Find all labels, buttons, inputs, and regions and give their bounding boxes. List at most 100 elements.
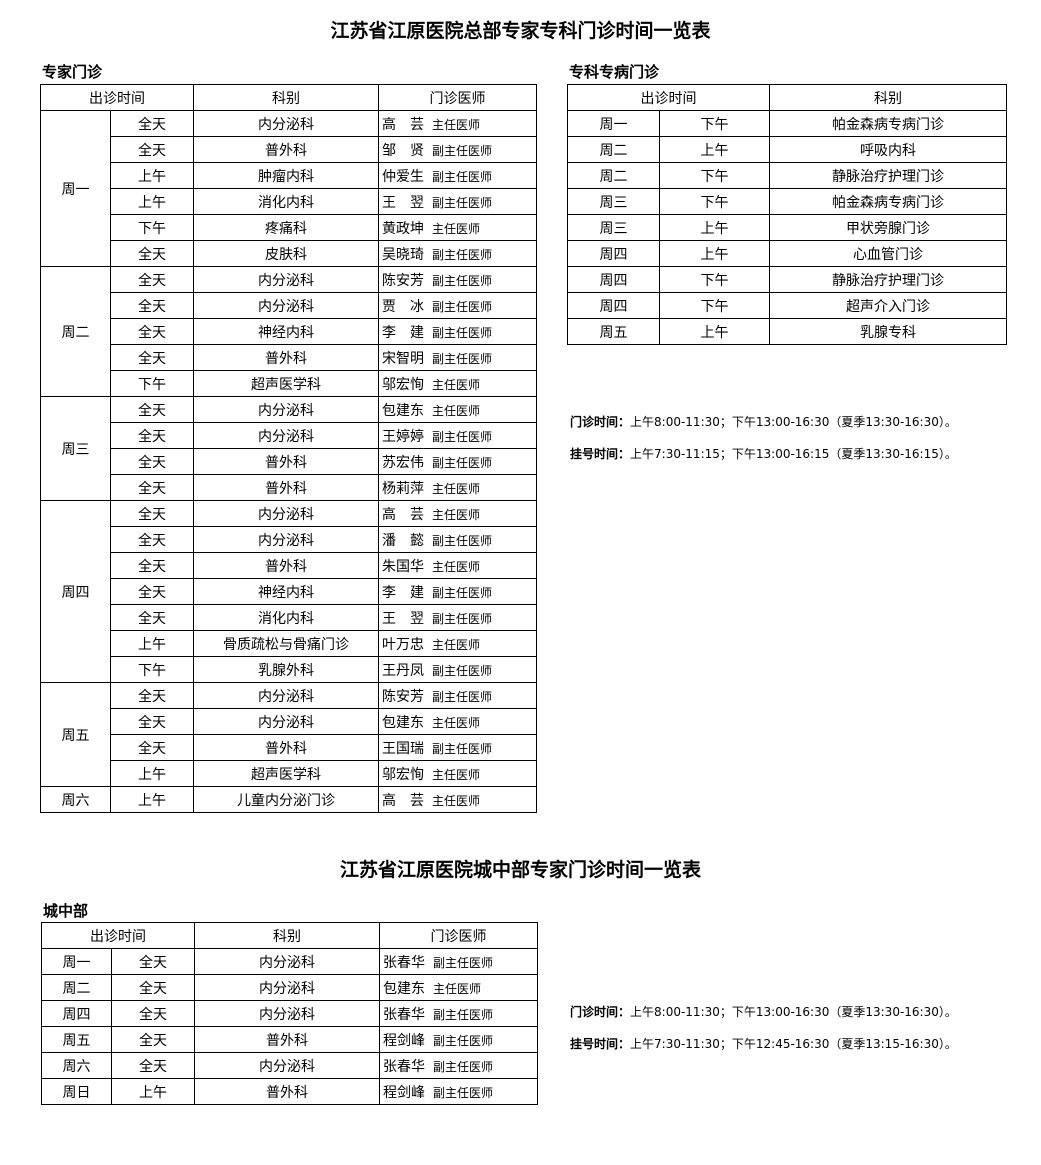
doctor-title: 副主任医师	[433, 955, 494, 970]
day-cell: 周二	[40, 266, 111, 397]
table-row: 周一 全天 内分泌科高 芸主任医师	[40, 110, 537, 267]
session-cell: 下午	[659, 266, 770, 293]
department-cell: 消化内科	[193, 604, 379, 631]
doctor-title: 副主任医师	[432, 325, 493, 340]
day-cell: 周四	[567, 292, 660, 319]
table-row: 下午 超声医学科 邬宏恂 主任医师	[41, 370, 537, 397]
header-department: 科别	[194, 922, 380, 949]
doctor-cell: 张春华 副主任医师	[379, 1000, 538, 1027]
day-cell: 周六	[40, 786, 111, 813]
doctor-name: 叶万忠	[382, 636, 424, 653]
doctor-cell: 李 建副主任医师	[378, 318, 537, 345]
department-cell: 儿童内分泌门诊	[193, 786, 379, 813]
doctor-cell: 潘 懿副主任医师	[378, 526, 537, 553]
header-time: 出诊时间	[40, 84, 194, 111]
day-cell: 周一	[40, 110, 111, 267]
table-row: 上午 消化内科王 翌副主任医师	[41, 188, 537, 215]
department-cell: 内分泌科	[193, 292, 379, 319]
doctor-cell: 高 芸主任医师	[378, 500, 537, 527]
day-cell: 周五	[40, 682, 111, 787]
day-cell: 周五	[567, 318, 660, 345]
department-cell: 超声医学科	[193, 370, 379, 397]
doctor-name: 王婷婷	[382, 428, 424, 445]
note-text: 上午7:30-11:15；下午13:00-16:15（夏季13:30-16:15…	[630, 447, 957, 461]
specialty-section-label: 专科专病门诊	[569, 63, 660, 81]
department-cell: 内分泌科	[193, 500, 379, 527]
session-cell: 上午	[111, 1078, 195, 1105]
department-cell: 内分泌科	[194, 948, 380, 975]
note-label: 挂号时间：	[570, 447, 631, 461]
table-row: 全天 内分泌科贾 冰副主任医师	[41, 292, 537, 319]
doctor-name: 张春华	[383, 1058, 425, 1075]
doctor-cell: 王丹凤 副主任医师	[378, 656, 537, 683]
doctor-cell: 陈安芳 副主任医师	[378, 266, 537, 293]
doctor-name: 高 芸	[382, 116, 424, 133]
session-cell: 全天	[111, 1026, 195, 1053]
table-row: 周三 上午 甲状旁腺门诊	[567, 214, 1007, 241]
note-label: 挂号时间：	[570, 1037, 631, 1051]
doctor-cell: 程剑峰 副主任医师	[379, 1026, 538, 1053]
header-row: 出诊时间 科别 门诊医师	[40, 84, 537, 111]
table-row: 周四 下午 超声介入门诊	[567, 292, 1007, 319]
department-cell: 呼吸内科	[769, 136, 1007, 163]
header-time: 出诊时间	[567, 84, 770, 111]
session-cell: 全天	[111, 974, 195, 1001]
doctor-title: 主任医师	[432, 559, 481, 574]
doctor-cell: 高 芸主任医师	[378, 110, 537, 137]
doctor-title: 副主任医师	[432, 455, 493, 470]
doctor-cell: 张春华 副主任医师	[379, 948, 538, 975]
doctor-title: 副主任医师	[432, 585, 493, 600]
day-cell: 周二	[567, 162, 660, 189]
doctor-name: 陈安芳	[382, 688, 424, 705]
note-text: 上午8:00-11:30；下午13:00-16:30（夏季13:30-16:30…	[630, 1005, 957, 1019]
header-row: 出诊时间 科别	[567, 84, 1007, 111]
table-row: 周六 上午 儿童内分泌门诊高 芸主任医师	[40, 786, 537, 813]
doctor-title: 主任医师	[432, 637, 481, 652]
doctor-title: 主任医师	[432, 221, 481, 236]
doctor-title: 副主任医师	[432, 195, 493, 210]
doctor-cell: 贾 冰副主任医师	[378, 292, 537, 319]
table-row: 周五 上午 乳腺专科	[567, 318, 1007, 345]
doctor-cell: 宋智明 副主任医师	[378, 344, 537, 371]
department-cell: 内分泌科	[194, 974, 380, 1001]
doctor-cell: 杨莉萍 主任医师	[378, 474, 537, 501]
session-cell: 全天	[110, 266, 194, 293]
doctor-name: 程剑峰	[383, 1032, 425, 1049]
note-label: 门诊时间：	[570, 1005, 631, 1019]
doctor-cell: 程剑峰 副主任医师	[379, 1078, 538, 1105]
doctor-title: 副主任医师	[433, 1033, 494, 1048]
doctor-title: 副主任医师	[432, 663, 493, 678]
doctor-name: 宋智明	[382, 350, 424, 367]
table-row: 周日 上午 普外科 程剑峰 副主任医师	[41, 1078, 538, 1105]
doctor-title: 副主任医师	[433, 1007, 494, 1022]
session-cell: 全天	[110, 500, 194, 527]
department-cell: 消化内科	[193, 188, 379, 215]
doctor-name: 仲爱生	[382, 168, 424, 185]
session-cell: 全天	[110, 110, 194, 137]
table-row: 全天 普外科 朱国华 主任医师	[41, 552, 537, 579]
department-cell: 普外科	[193, 734, 379, 761]
doctor-cell: 王婷婷 副主任医师	[378, 422, 537, 449]
city-clinic-hours: 门诊时间：上午8:00-11:30；下午13:00-16:30（夏季13:30-…	[570, 1003, 957, 1020]
doctor-cell: 张春华 副主任医师	[379, 1052, 538, 1079]
doctor-name: 朱国华	[382, 558, 424, 575]
session-cell: 全天	[110, 578, 194, 605]
doctor-cell: 包建东 主任医师	[379, 974, 538, 1001]
doctor-cell: 苏宏伟 副主任医师	[378, 448, 537, 475]
department-cell: 内分泌科	[193, 526, 379, 553]
day-cell: 周三	[567, 188, 660, 215]
department-cell: 超声介入门诊	[769, 292, 1007, 319]
doctor-cell: 仲爱生 副主任医师	[378, 162, 537, 189]
doctor-title: 主任医师	[432, 767, 481, 782]
day-cell: 周三	[40, 396, 111, 501]
day-cell: 周一	[41, 948, 112, 975]
doctor-title: 副主任医师	[432, 429, 493, 444]
department-cell: 普外科	[193, 474, 379, 501]
doctor-title: 副主任医师	[432, 169, 493, 184]
department-cell: 乳腺外科	[193, 656, 379, 683]
doctor-name: 王 翌	[382, 610, 424, 627]
session-cell: 上午	[110, 760, 194, 787]
session-cell: 下午	[659, 162, 770, 189]
doctor-cell: 包建东 主任医师	[378, 708, 537, 735]
table-row: 全天 内分泌科潘 懿副主任医师	[41, 526, 537, 553]
